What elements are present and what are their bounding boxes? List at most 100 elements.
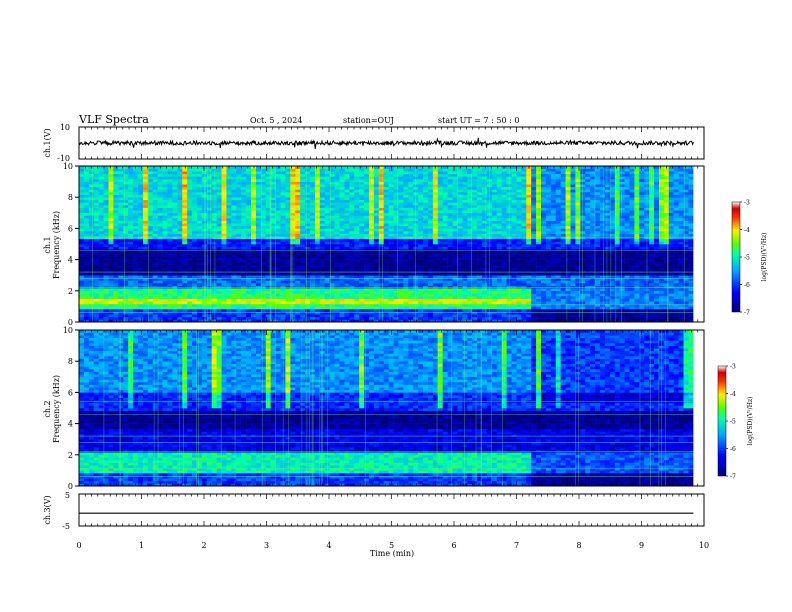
spectrogram-cell <box>201 223 208 227</box>
spectrogram-cell <box>378 272 385 276</box>
spectrogram-cell <box>172 285 178 289</box>
spectrogram-cell <box>113 298 119 302</box>
spectrogram-cell <box>187 212 193 216</box>
spectrogram-cell <box>462 215 468 219</box>
spectrogram-cell <box>187 215 193 219</box>
spectrogram-cell <box>472 205 478 208</box>
spectrogram-cell <box>388 199 394 203</box>
spectrogram-cell <box>226 205 232 208</box>
spectrogram-cell <box>118 207 124 211</box>
spectrogram-cell <box>211 275 217 279</box>
spectrogram-cell <box>305 186 311 190</box>
spectrogram-cell <box>310 166 316 169</box>
spectrogram-cell <box>211 298 217 302</box>
spectrogram-cell <box>206 218 212 221</box>
spectrogram-cell <box>172 270 178 273</box>
spectrogram-cell <box>364 301 370 305</box>
spectrogram-cell <box>167 316 173 320</box>
spectrogram-cell <box>216 194 222 198</box>
spectrogram-cell <box>310 192 316 195</box>
spectrogram-cell <box>137 205 144 208</box>
spectrogram-cell <box>437 207 444 211</box>
spectrogram-cell <box>403 301 409 305</box>
spectrogram-cell <box>482 309 488 312</box>
spectrogram-cell <box>482 166 488 169</box>
spectrogram-cell <box>413 173 419 177</box>
spectrogram-cell <box>462 173 468 177</box>
spectrogram-cell <box>403 267 409 271</box>
spectrogram-cell <box>329 314 335 318</box>
spectrogram-cell <box>344 296 350 299</box>
spectrogram-cell <box>427 316 434 320</box>
spectrogram-cell <box>462 293 468 297</box>
spectrogram-cell <box>246 301 252 305</box>
spectrogram-cell <box>211 231 217 234</box>
spectrogram-cell <box>167 257 173 260</box>
spectrogram-cell <box>275 231 281 234</box>
spectrogram-cell <box>324 205 330 208</box>
spectrogram-cell <box>255 311 262 315</box>
spectrogram-cell <box>413 249 419 253</box>
spectrogram-cell <box>118 225 124 229</box>
spectrogram-cell <box>467 316 473 320</box>
spectrogram-cell <box>177 173 183 177</box>
spectrogram-cell <box>83 179 90 182</box>
spectrogram-cell <box>324 288 330 292</box>
spectrogram-cell <box>103 246 109 250</box>
spectrogram-cell <box>137 173 144 177</box>
spectrogram-cell <box>447 223 453 227</box>
spectrogram-cell <box>403 186 409 190</box>
spectrogram-cell <box>388 197 394 201</box>
spectrogram-cell <box>216 173 222 177</box>
spectrogram-cell <box>251 270 257 273</box>
spectrogram-cell <box>187 296 193 299</box>
spectrogram-cell <box>368 311 375 315</box>
spectrogram-cell <box>427 231 434 234</box>
spectrogram-cell <box>182 171 188 175</box>
spectrogram-cell <box>118 267 124 271</box>
spectrogram-cell <box>442 215 448 219</box>
spectrogram-cell <box>123 254 129 258</box>
spectrogram-cell <box>255 186 262 190</box>
spectrogram-cell <box>452 257 458 260</box>
spectrogram-cell <box>270 179 276 182</box>
spectrogram-cell <box>427 249 434 253</box>
spectrogram-cell <box>398 277 404 281</box>
spectrogram-cell <box>98 192 104 195</box>
spectrogram-cell <box>442 171 448 175</box>
spectrogram-cell <box>423 277 429 281</box>
spectrogram-cell <box>378 277 385 281</box>
spectrogram-cell <box>432 306 439 310</box>
spectrogram-cell <box>182 184 188 188</box>
spectrogram-cell <box>295 184 301 188</box>
spectrogram-cell <box>359 280 365 284</box>
spectrogram-cell <box>368 301 375 305</box>
ch1-waveform-panel: 10 -10 ch.1(V) <box>43 123 705 163</box>
spectrogram-cell <box>457 262 463 266</box>
spectrogram-cell <box>118 296 124 299</box>
spectrogram-cell <box>452 296 458 299</box>
spectrogram-cell <box>103 238 109 242</box>
spectrogram-cell <box>255 288 262 292</box>
spectrogram-cell <box>477 288 483 292</box>
spectrogram-cell <box>211 194 217 198</box>
spectrogram-cell <box>177 288 183 292</box>
spectrogram-cell <box>408 171 414 175</box>
spectrogram-cell <box>442 277 448 281</box>
spectrogram-cell <box>216 306 222 310</box>
spectrogram-cell <box>305 254 311 258</box>
spectrogram-cell <box>79 272 85 276</box>
spectrogram-cell <box>427 197 434 201</box>
spectrogram-cell <box>295 249 301 253</box>
spectrogram-cell <box>314 275 321 279</box>
spectrogram-cell <box>305 173 311 177</box>
spectrogram-cell <box>452 220 458 224</box>
spectrogram-cell <box>442 259 448 263</box>
spectrogram-cell <box>418 215 424 219</box>
spectrogram-cell <box>295 290 301 294</box>
spectrogram-cell <box>157 311 163 315</box>
spectrogram-cell <box>462 225 468 229</box>
spectrogram-cell <box>339 303 345 307</box>
spectrogram-cell <box>467 314 473 318</box>
spectrogram-cell <box>241 285 247 289</box>
